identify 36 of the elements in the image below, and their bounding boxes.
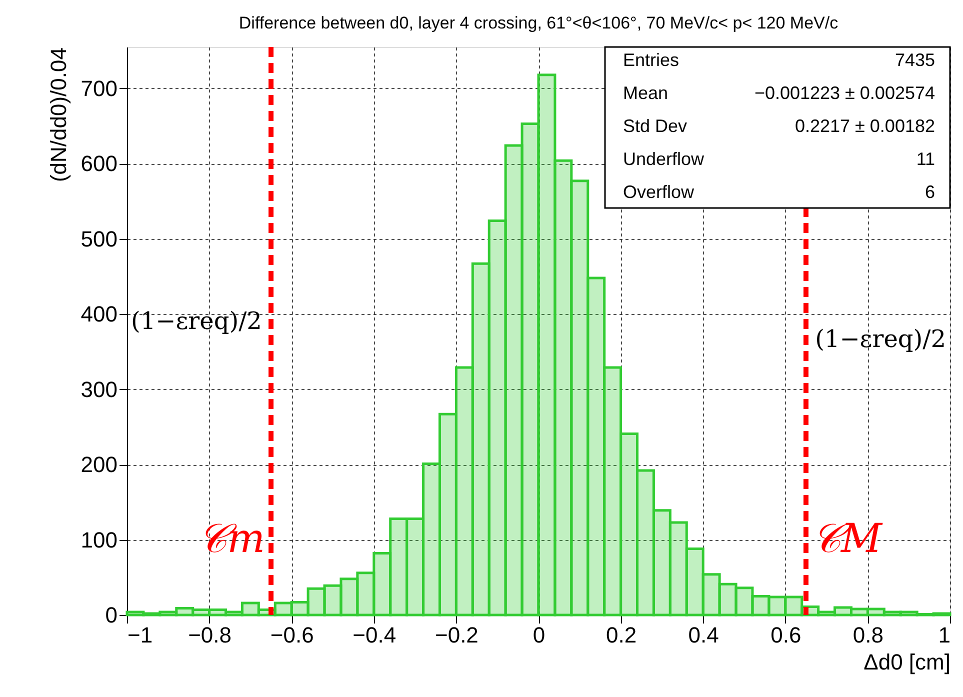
annotation: −0.001223 ± 0.002574 bbox=[754, 83, 935, 103]
y-tick-label: 100 bbox=[80, 527, 118, 552]
x-tick-label: −0.4 bbox=[352, 622, 396, 648]
y-tick-label: 200 bbox=[80, 452, 118, 478]
x-tick-label: 0.2 bbox=[606, 622, 637, 648]
x-tick-label: 0.6 bbox=[770, 622, 802, 648]
y-tick-label: 300 bbox=[80, 376, 118, 402]
annotation: Entries bbox=[623, 50, 680, 70]
annotation: (1−εreq)/2 bbox=[815, 325, 946, 353]
x-axis-title: Δd0 [cm] bbox=[864, 650, 950, 674]
x-tick-label: 1 bbox=[938, 622, 950, 648]
ref-line-label: 𝒞m bbox=[198, 516, 266, 562]
x-tick-label: −0.2 bbox=[434, 622, 478, 648]
x-tick-label: 0 bbox=[532, 622, 546, 648]
ref-line-label: 𝒞M bbox=[812, 516, 883, 562]
x-tick-label: 0.4 bbox=[688, 622, 719, 648]
y-tick-label: 400 bbox=[80, 302, 118, 327]
x-tick-label: −0.8 bbox=[188, 622, 232, 648]
annotation: Std Dev bbox=[623, 116, 688, 136]
x-tick-label: 0.8 bbox=[852, 622, 884, 648]
annotation: Mean bbox=[623, 83, 668, 103]
y-tick-label: 600 bbox=[80, 151, 118, 176]
annotation: 7435 bbox=[894, 50, 935, 70]
y-tick-label: 0 bbox=[105, 602, 118, 628]
y-tick-label: 500 bbox=[80, 226, 118, 252]
x-tick-label: −1 bbox=[128, 622, 153, 648]
chart-title: Difference between d0, layer 4 crossing, 61°<θ<106°, 70 MeV/c< p< 120 MeV/c bbox=[238, 14, 839, 32]
annotation: Underflow bbox=[623, 149, 706, 169]
annotation: 11 bbox=[916, 149, 935, 169]
annotation: Overflow bbox=[623, 182, 696, 202]
x-tick-label: −0.6 bbox=[270, 622, 314, 648]
annotation: 6 bbox=[924, 182, 935, 202]
annotation: 0.2217 ± 0.00182 bbox=[794, 116, 935, 136]
y-axis-title: (dN/dd0)/0.04 bbox=[46, 48, 71, 182]
y-tick-label: 700 bbox=[80, 76, 118, 101]
annotation: (1−εreq)/2 bbox=[131, 307, 262, 335]
